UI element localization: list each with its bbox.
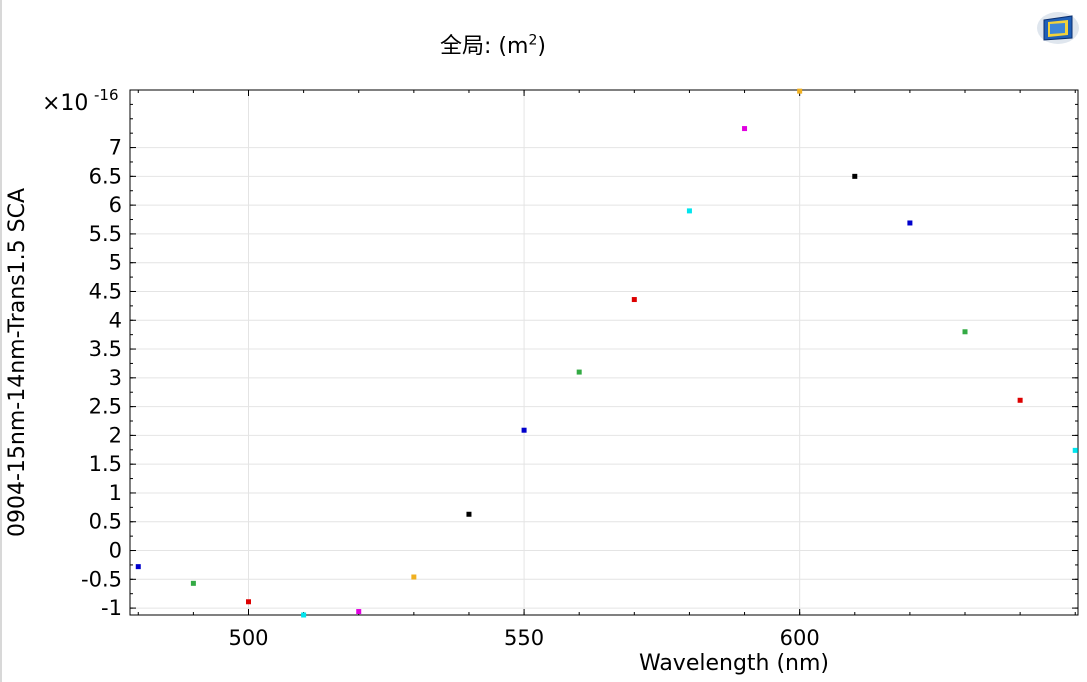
- axis-labels: -1 -0.5 0 0.5 1 1.5 2 2.5 3 3.5 4 4.5 5 5.5 6 6.5 7 500 55…: [5, 86, 829, 676]
- data-point: [246, 599, 251, 605]
- y-tick-label: 5: [109, 251, 122, 275]
- data-point: [907, 220, 913, 226]
- y-tick-label: 6.5: [89, 164, 122, 188]
- plot-border: [129, 89, 1079, 616]
- grid-lines: [130, 90, 1078, 615]
- y-tick-label: 0.5: [89, 510, 122, 534]
- x-tick-label: 550: [504, 626, 544, 650]
- data-point: [852, 173, 858, 179]
- data-point: [301, 612, 307, 618]
- y-tick-label: 7: [109, 136, 122, 160]
- data-point: [190, 580, 196, 586]
- data-point: [1072, 447, 1078, 453]
- data-point: [576, 369, 582, 375]
- data-point: [356, 609, 362, 615]
- y-tick-label: -0.5: [81, 567, 122, 591]
- y-tick-label: -1: [101, 596, 122, 620]
- axis-ticks: [130, 89, 1078, 615]
- x-tick-label: 500: [228, 626, 268, 650]
- y-tick-label: 2: [109, 423, 122, 447]
- data-points: [135, 88, 1078, 618]
- x-axis-label: Wavelength (nm): [639, 651, 829, 676]
- y-tick-label: 4: [109, 308, 122, 332]
- y-tick-label: 6: [109, 193, 122, 217]
- data-point: [1017, 397, 1023, 403]
- data-point: [742, 126, 748, 132]
- y-tick-label: 3.5: [89, 337, 122, 361]
- y-tick-label: 1.5: [89, 452, 122, 476]
- y-tick-label: 4.5: [89, 279, 122, 303]
- data-point: [686, 208, 692, 214]
- data-point: [521, 427, 527, 433]
- window-left-edge: [0, 0, 2, 682]
- plot-title: 全局: (m2): [440, 28, 546, 60]
- data-point: [962, 329, 968, 335]
- data-point: [631, 297, 637, 303]
- y-tick-label: 3: [109, 366, 122, 390]
- y-exponent-label: ×10: [42, 91, 88, 116]
- data-point: [797, 88, 803, 94]
- comsol-logo-icon: [1037, 12, 1079, 44]
- plot-title-unit: (m2): [498, 32, 546, 59]
- y-exponent-sup: -16: [94, 86, 119, 104]
- y-tick-label: 0: [109, 539, 122, 563]
- data-point: [135, 564, 141, 570]
- y-tick-label: 1: [109, 481, 122, 505]
- y-tick-label: 5.5: [89, 222, 122, 246]
- x-tick-label: 600: [780, 626, 820, 650]
- plot-title-prefix: 全局:: [440, 34, 492, 59]
- y-axis-label: 0904-15nm-14nm-Trans1.5 SCA: [5, 188, 30, 537]
- y-tick-label: 2.5: [89, 395, 122, 419]
- data-point: [411, 574, 417, 580]
- data-point: [466, 511, 472, 517]
